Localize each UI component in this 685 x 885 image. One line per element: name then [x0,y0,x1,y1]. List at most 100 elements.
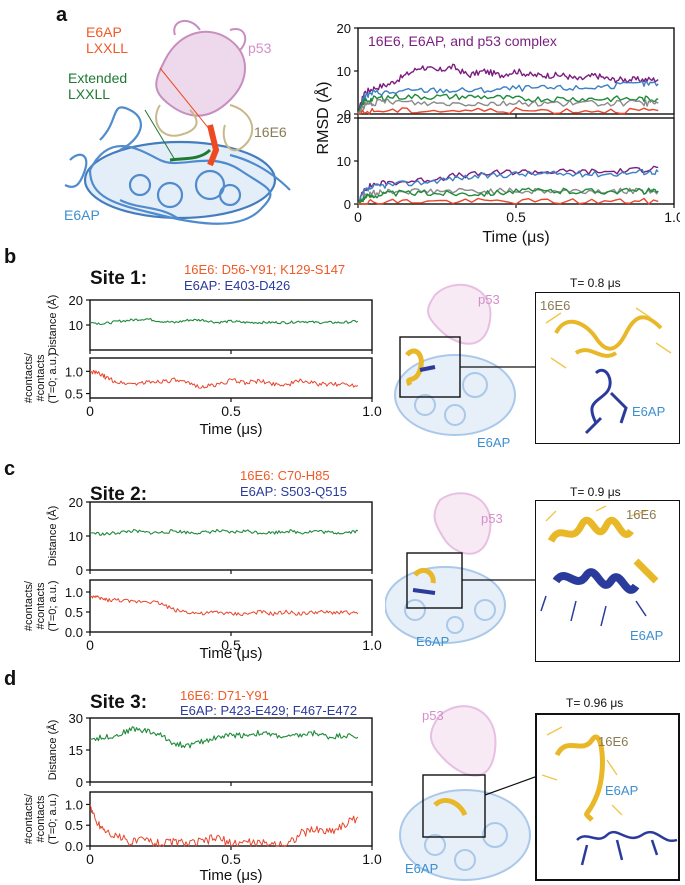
site2-svg-cont-xtick-label: 0.5 [221,637,241,653]
site2-svg-cont-ytick-label: 0.0 [65,625,83,640]
rmsd-series-line [357,98,659,115]
site1-svg-cont-xtick-label: 0.5 [221,403,241,419]
rmsd-series-line [357,187,659,205]
site1-svg-dist-ytick-label: 10 [69,318,83,333]
site3-svg-cont-ytick-label: 0.5 [65,818,83,833]
rmsd-sub0-ytick-label: 20 [337,21,351,36]
site3-svg-dist-ytick-label: 30 [69,712,83,726]
panel-b-letter: b [4,246,17,268]
site2-zoom-structure [540,505,659,627]
site2-16e6-region: 16E6: C70-H85 [240,468,330,483]
site1-svg-contacts-ylabel-2: #contacts [35,354,47,402]
rmsd-series-line [357,93,659,115]
site1-zoom-box [535,292,680,444]
rmsd-series-line [357,80,659,115]
site2-svg-contacts-ylabel-1: #contacts/ [23,580,35,631]
e6ap-lxxll-line1: E6AP [86,24,122,40]
site2-zoom-16e6-label: 16E6 [626,507,657,522]
panel-a-structure [64,20,291,225]
site2-title: Site 2: [90,484,148,505]
rmsd-ylabel: RMSD (Å) [313,82,332,155]
rmsd-title: 16E6, E6AP, and p53 complex [368,33,557,49]
site3-e6ap-region: E6AP: P423-E429; F467-E472 [180,703,358,718]
site1-title: Site 1: [90,268,148,289]
site1-svg-dist-ytick-label: 20 [69,293,83,308]
site1-svg-contacts-ylabel-3: (T=0; a.u.) [47,352,59,403]
site3-svg-cont-xtick-label: 0 [86,851,94,867]
site3-svg-cont-ytick-label: 1.0 [65,797,83,812]
site1-svg-distance-ylabel: Distance (Å) [46,295,59,356]
site2-svg-distance-line [89,528,359,536]
rmsd-sub1-xtick-label: 0 [354,209,362,225]
e6ap-lxxll-label: E6AP LXXLL [86,24,128,56]
site1-p53-label: p53 [478,292,500,307]
site1-svg-cont-ytick-label: 1.0 [65,364,83,379]
site1-zoom-structure [545,307,672,435]
site3-title: Site 3: [90,692,148,713]
site3-svg-cont-ytick-label: 0.0 [65,839,83,854]
p53-label: p53 [248,40,272,56]
e6ap-label: E6AP [64,207,100,223]
site2-svg-xlabel: Time (μs) [199,645,262,661]
rmsd-series-line [357,106,659,115]
site1-svg-contacts-line [89,370,359,389]
site2-zoom-box [535,500,680,662]
rmsd-sub1-ytick-label: 20 [337,111,351,126]
site2-chart: 0 10 20 0.0 0.5 1.0 0 0.5 1.0 Distance (Å) #contac… [23,496,382,661]
site3-zoom-box [535,713,680,881]
extended-lxxll-segment [169,148,212,162]
site1-svg-contacts-ylabel-1: #contacts/ [23,352,35,403]
e6ap-lxxll-line2: LXXLL [86,40,129,56]
site2-svg-dist-frame [89,501,373,571]
site2-zoom-e6ap-label: E6AP [630,628,664,643]
rmsd-sub1-ytick-label: 10 [337,154,351,169]
rmsd-series-line [357,168,659,205]
site3-svg-cont-xtick-label: 1.0 [362,851,382,867]
site1-zoom-time: T= 0.8 μs [570,276,621,290]
site1-e6ap-region: E6AP: E403-D426 [184,278,291,293]
site2-e6ap-region: E6AP: S503-Q515 [240,484,347,499]
site1-zoom-16e6-label: 16E6 [540,298,571,313]
site2-svg-distance-ylabel: Distance (Å) [46,506,59,567]
site3-svg-distance-line [89,726,359,749]
e16-label: 16E6 [254,124,287,140]
site3-svg-contacts-line [89,804,359,847]
rmsd-series-line [357,63,659,115]
site2-svg-dist-ytick-label: 20 [69,496,83,510]
site1-e6ap-label: E6AP [477,435,511,450]
extended-line1: Extended [68,70,128,86]
rmsd-sub1-ytick-label: 0 [344,197,351,212]
site2-svg-cont-ytick-label: 1.0 [65,585,83,600]
site1-svg-cont-xtick-label: 0 [86,403,94,419]
site2-zoom-time: T= 0.9 μs [570,485,621,499]
rmsd-series-line [357,165,659,205]
panel-c-letter: c [4,458,16,480]
site1-svg-distance-line [89,317,359,326]
site3-16e6-region: 16E6: D71-Y91 [180,688,269,703]
site2-svg-contacts-ylabel-3: (T=0; a.u.) [47,580,59,631]
site1-svg-cont-frame [89,357,373,399]
site3-svg-contacts-ylabel-1: #contacts/ [23,793,35,844]
site3-svg-xlabel: Time (μs) [199,867,262,884]
rmsd-sub0-ytick-label: 0 [344,107,351,122]
rmsd-sub1-frame [357,117,675,205]
rmsd-sub1-xtick-label: 1.0 [664,209,680,225]
site2-svg-contacts-ylabel-2: #contacts [35,582,47,630]
site3-svg-cont-xtick-label: 0.5 [221,851,241,867]
site3-structure [399,705,535,881]
rmsd-xlabel: Time (μs) [482,229,549,246]
site3-svg-cont-frame [89,791,373,847]
site3-svg-contacts-ylabel-2: #contacts [35,795,47,843]
panel-d-letter: d [4,668,17,690]
extended-lxxll-label: Extended LXXLL [68,70,127,102]
site1-16e6-region: 16E6: D56-Y91; K129-S147 [184,262,346,277]
site2-e6ap-label: E6AP [416,634,450,649]
site2-svg-contacts-line [89,595,359,617]
site1-svg-cont-xtick-label: 1.0 [362,403,382,419]
site3-e6ap-label: E6AP [405,861,439,876]
e6ap-structure [64,106,291,225]
site3-svg-dist-ytick-label: 15 [69,743,83,758]
site3-svg-dist-ytick-label: 0 [76,775,83,790]
